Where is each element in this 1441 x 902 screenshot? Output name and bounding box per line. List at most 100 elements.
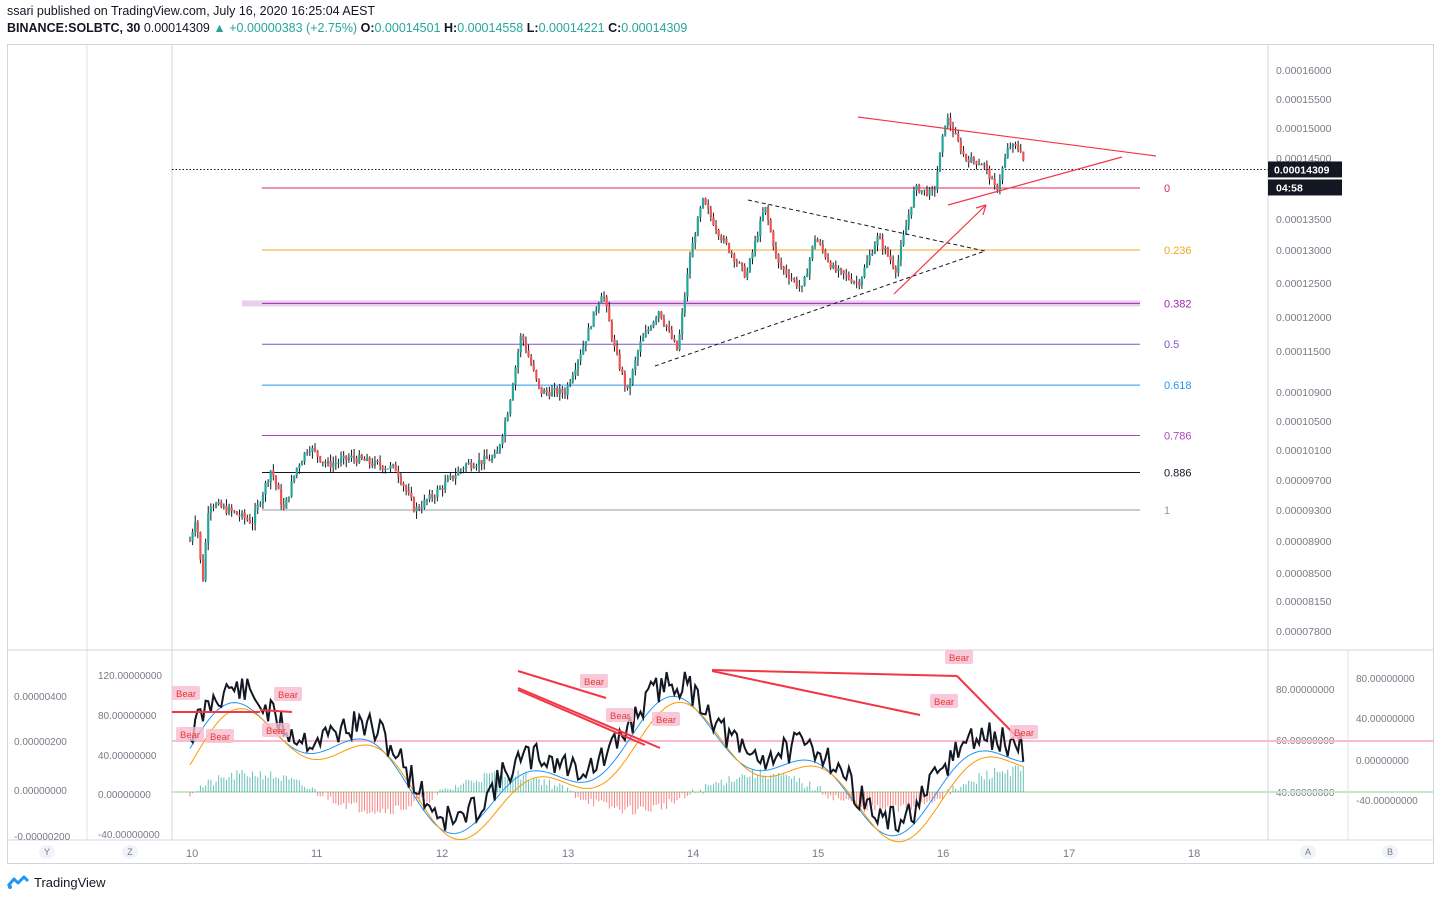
candle-body bbox=[605, 296, 608, 307]
candle-body bbox=[199, 532, 202, 560]
candle-body bbox=[556, 388, 559, 395]
divergence-line[interactable] bbox=[517, 670, 607, 699]
divergence-line[interactable] bbox=[711, 670, 921, 716]
candle-body bbox=[800, 285, 804, 287]
candle-body bbox=[894, 267, 897, 273]
candle-body bbox=[876, 235, 879, 246]
divergence-line[interactable] bbox=[259, 709, 293, 713]
b-axis-button[interactable]: B bbox=[1382, 845, 1398, 859]
candle-body bbox=[285, 498, 288, 509]
candle-body bbox=[915, 185, 918, 191]
candle-body bbox=[423, 499, 426, 508]
candle-body bbox=[907, 215, 910, 226]
candle-body bbox=[386, 468, 390, 470]
price-tick-label: 0.00016000 bbox=[1276, 65, 1332, 77]
candle-body bbox=[438, 488, 442, 490]
indicator-right-tick: 80.00000000 bbox=[1276, 685, 1335, 696]
symbol-name: BINANCE:SOLBTC, 30 bbox=[7, 21, 141, 35]
candle-body bbox=[964, 154, 968, 160]
candle-body bbox=[699, 207, 702, 218]
indicator-right2-tick: 40.00000000 bbox=[1356, 714, 1415, 725]
fibonacci-retracement[interactable]: 0 0.236 0.382 0.5 0.618 0.786 0.886 1 bbox=[242, 183, 1192, 517]
candle-body bbox=[642, 337, 645, 342]
candle-body bbox=[821, 244, 824, 251]
divergence-line[interactable] bbox=[711, 669, 958, 677]
candle-body bbox=[694, 235, 697, 244]
candle-body bbox=[889, 255, 892, 261]
candle-body bbox=[246, 518, 249, 520]
price-change: +0.00000383 (+2.75%) bbox=[229, 21, 358, 35]
z-axis-button[interactable]: Z bbox=[122, 845, 138, 859]
triangle-lower-line[interactable] bbox=[654, 250, 986, 367]
candle-body bbox=[990, 178, 994, 180]
candle-body bbox=[405, 486, 408, 491]
candle-body bbox=[759, 220, 762, 237]
candle-body bbox=[321, 461, 324, 463]
candle-body bbox=[337, 462, 340, 464]
triangle-upper-line[interactable] bbox=[747, 199, 986, 252]
price-tick-label: 0.00011500 bbox=[1276, 346, 1331, 358]
indicator-right-tick: 40.00000000 bbox=[1276, 788, 1335, 799]
open-label: O: bbox=[360, 21, 375, 35]
candle-body bbox=[683, 296, 686, 313]
time-tick-label: 17 bbox=[1063, 848, 1075, 860]
candle-body bbox=[563, 392, 567, 395]
candle-body bbox=[764, 207, 767, 213]
y-axis-button[interactable]: Y bbox=[39, 845, 55, 859]
wedge-upper-line[interactable] bbox=[857, 116, 1157, 157]
candle-body bbox=[298, 465, 301, 468]
divergence-line[interactable] bbox=[517, 689, 646, 746]
candle-body bbox=[709, 209, 712, 218]
divergence-line[interactable] bbox=[956, 675, 1021, 741]
candle-body bbox=[267, 481, 270, 483]
candle-body bbox=[277, 484, 280, 490]
candle-body bbox=[897, 260, 900, 273]
candle-body bbox=[464, 464, 468, 469]
candle-body bbox=[707, 204, 710, 210]
candle-body bbox=[597, 303, 600, 311]
price-axis[interactable]: 0.000160000.000155000.000150000.00014500… bbox=[1268, 65, 1342, 638]
candle-body bbox=[686, 273, 689, 297]
trendline-drawings[interactable] bbox=[654, 116, 1157, 367]
candle-body bbox=[863, 267, 866, 278]
candle-body bbox=[483, 455, 486, 464]
candle-body bbox=[761, 212, 765, 221]
footer-brand[interactable]: TradingView bbox=[34, 874, 106, 890]
candle-body bbox=[209, 506, 212, 514]
candle-body bbox=[972, 157, 975, 162]
candle-body bbox=[949, 117, 952, 127]
candle-body bbox=[272, 470, 275, 477]
candle-body bbox=[746, 271, 749, 278]
bear-label-text: Bear bbox=[210, 732, 230, 743]
candle-body bbox=[571, 375, 574, 383]
candle-body bbox=[910, 206, 913, 216]
divergence-line[interactable] bbox=[517, 687, 661, 749]
indicator-right2-tick: 0.00000000 bbox=[1356, 756, 1409, 767]
candle-body bbox=[717, 229, 720, 237]
oscillator-line bbox=[189, 671, 1025, 833]
candle-body bbox=[879, 235, 882, 240]
time-tick-label: 16 bbox=[937, 848, 949, 860]
candle-body bbox=[813, 239, 817, 247]
candle-body bbox=[360, 455, 363, 459]
time-axis[interactable]: 10 11 12 13 14 15 16 17 18 bbox=[186, 848, 1200, 860]
candle-body bbox=[332, 463, 335, 468]
candle-body bbox=[303, 452, 306, 462]
tradingview-logo-icon bbox=[6, 875, 30, 889]
candle-body bbox=[368, 457, 371, 464]
candle-body bbox=[668, 327, 671, 331]
candle-body bbox=[803, 277, 806, 286]
candle-body bbox=[610, 321, 613, 339]
wedge-lower-line[interactable] bbox=[947, 156, 1123, 206]
time-tick-label: 15 bbox=[812, 848, 824, 860]
a-axis-button[interactable]: A bbox=[1300, 845, 1316, 859]
candle-body bbox=[665, 324, 668, 328]
candlestick-series bbox=[188, 112, 1025, 582]
trend-arrow-line[interactable] bbox=[893, 204, 987, 295]
candle-body bbox=[227, 507, 231, 514]
candle-body bbox=[470, 462, 473, 468]
candle-body bbox=[925, 189, 929, 196]
candle-body bbox=[1022, 151, 1025, 161]
candle-body bbox=[902, 234, 905, 246]
